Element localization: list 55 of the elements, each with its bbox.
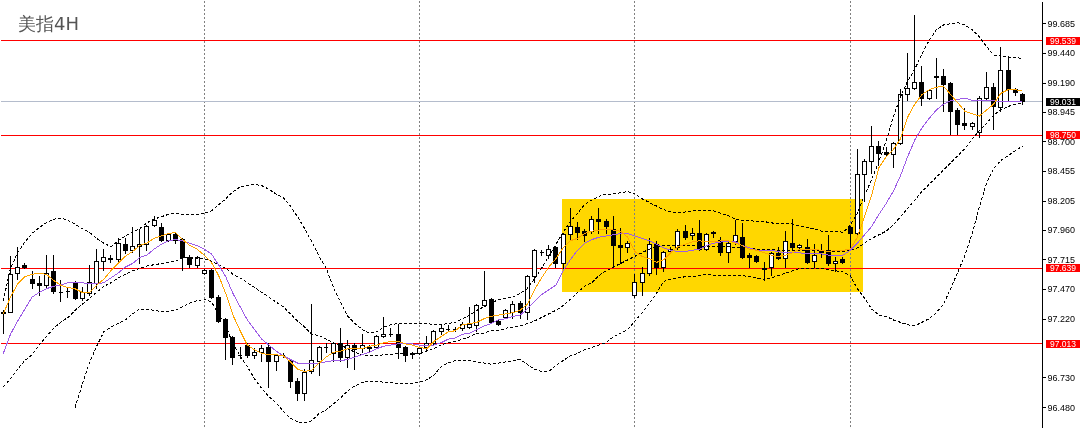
candlestick xyxy=(345,339,351,369)
candlestick xyxy=(36,276,42,297)
candlestick xyxy=(94,248,100,290)
candlestick xyxy=(955,108,961,135)
candlestick xyxy=(618,228,623,265)
candlestick xyxy=(467,307,473,329)
candlestick xyxy=(223,318,229,360)
candlestick xyxy=(129,227,135,254)
candlestick xyxy=(302,368,308,401)
candlestick xyxy=(869,126,875,175)
candlestick xyxy=(833,257,839,273)
candlestick xyxy=(273,354,279,371)
y-tick-label: 98.945 xyxy=(1047,107,1076,118)
ref-line-label: 99.031 xyxy=(1050,96,1077,107)
candlestick xyxy=(65,288,71,298)
y-tick-label: 98.205 xyxy=(1047,196,1076,207)
ref-line-label: 99.539 xyxy=(1050,35,1077,46)
y-tick-label: 97.470 xyxy=(1047,284,1076,295)
candlestick xyxy=(840,257,846,265)
y-tick-label: 99.190 xyxy=(1047,78,1076,89)
candlestick xyxy=(761,261,767,281)
candlestick xyxy=(862,158,868,202)
y-tick-label: 99.440 xyxy=(1047,48,1076,59)
y-tick-label: 96.480 xyxy=(1047,402,1076,413)
candlestick xyxy=(144,224,150,251)
text: 美指4H xyxy=(18,13,79,34)
candlestick xyxy=(29,271,35,290)
candlestick xyxy=(940,68,946,112)
candlestick xyxy=(747,253,753,268)
line-series xyxy=(74,145,1023,424)
y-tick-label: 99.685 xyxy=(1047,18,1076,29)
candlestick xyxy=(216,295,222,323)
y-tick-label: 97.960 xyxy=(1047,225,1076,236)
ref-line-label: 97.013 xyxy=(1050,338,1077,349)
candlestick xyxy=(101,248,107,272)
candlestick xyxy=(338,327,344,363)
candlestick xyxy=(905,53,911,102)
candlestick xyxy=(266,343,272,388)
candlestick xyxy=(962,108,968,130)
candlestick xyxy=(847,225,853,250)
candlestick xyxy=(790,218,796,251)
candlestick xyxy=(567,207,573,241)
y-tick-label: 98.455 xyxy=(1047,166,1076,177)
candlestick xyxy=(230,336,236,365)
candlestick xyxy=(811,243,817,268)
candlestick xyxy=(43,254,49,289)
y-tick-label: 97.220 xyxy=(1047,314,1076,325)
candlestick xyxy=(51,254,57,295)
y-tick-label: 96.730 xyxy=(1047,372,1076,383)
ref-line-label: 97.639 xyxy=(1050,263,1077,274)
candlestick xyxy=(933,58,939,99)
candlestick xyxy=(984,72,990,100)
candlestick xyxy=(15,247,21,280)
candlestick xyxy=(295,378,301,401)
y-tick-label: 97.715 xyxy=(1047,254,1076,265)
